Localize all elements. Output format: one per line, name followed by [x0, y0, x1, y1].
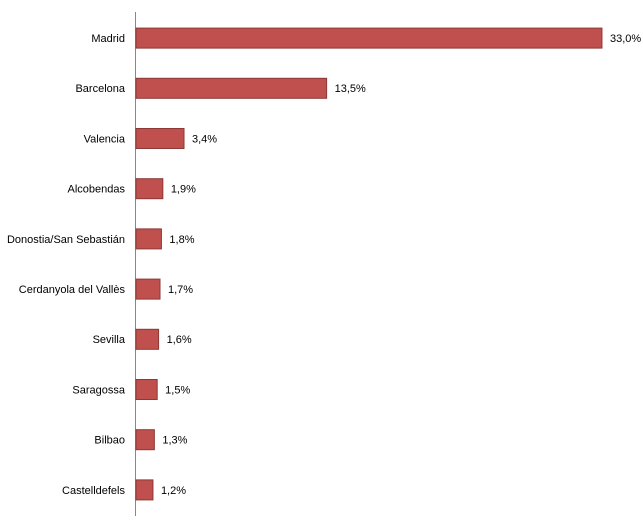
bar	[135, 27, 603, 49]
category-label: Saragossa	[72, 384, 125, 396]
bar	[135, 479, 154, 501]
bar	[135, 178, 164, 200]
category-label: Sevilla	[93, 334, 126, 346]
value-label: 1,5%	[165, 384, 190, 396]
bar	[135, 77, 328, 99]
value-label: 3,4%	[192, 133, 217, 145]
value-label: 1,3%	[162, 435, 187, 447]
value-label: 1,2%	[161, 485, 186, 497]
value-label: 33,0%	[610, 33, 641, 45]
bar	[135, 128, 185, 149]
category-label: Castelldefels	[62, 485, 125, 497]
category-label: Valencia	[84, 133, 126, 145]
bar	[135, 278, 161, 300]
category-label: Donostia/San Sebastián	[7, 234, 125, 246]
category-label: Alcobendas	[68, 184, 126, 196]
value-label: 1,9%	[171, 184, 196, 196]
category-label: Madrid	[91, 33, 125, 45]
bar	[135, 429, 155, 451]
category-label: Barcelona	[75, 83, 125, 95]
value-label: 1,7%	[168, 284, 193, 296]
category-label: Cerdanyola del Vallès	[19, 284, 126, 296]
value-label: 1,6%	[167, 334, 192, 346]
value-label: 13,5%	[335, 83, 366, 95]
bar	[135, 379, 158, 400]
value-label: 1,8%	[169, 234, 194, 246]
bar	[135, 228, 162, 250]
bar	[135, 328, 160, 350]
category-label: Bilbao	[94, 435, 125, 447]
